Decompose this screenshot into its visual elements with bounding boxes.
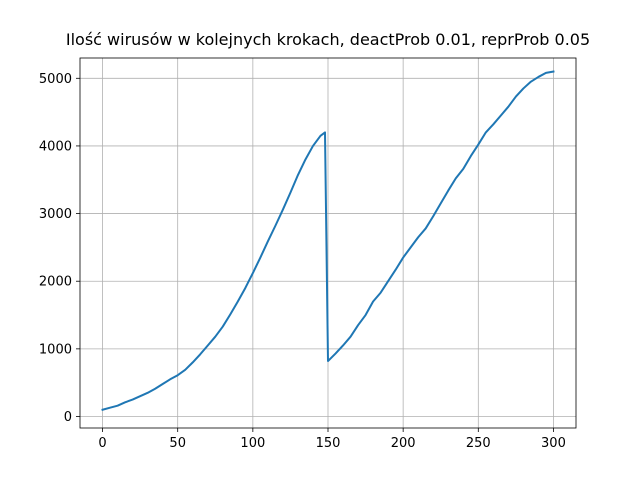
series-line: [101, 70, 555, 411]
y-tick-label: 0: [64, 410, 72, 425]
chart-title: Ilość wirusów w kolejnych krokach, deact…: [66, 30, 590, 49]
x-tick-label: 300: [541, 436, 566, 451]
y-tick-label: 2000: [39, 275, 72, 290]
x-tick-label: 0: [98, 436, 106, 451]
x-tick-label: 250: [466, 436, 491, 451]
grid-lines: [80, 58, 576, 428]
x-axis: 0 50 100 150 200 250 300: [98, 428, 566, 451]
y-tick-label: 3000: [39, 207, 72, 222]
y-tick-label: 4000: [39, 139, 72, 154]
y-tick-label: 1000: [39, 342, 72, 357]
x-tick-label: 150: [316, 436, 341, 451]
x-tick-label: 50: [169, 436, 186, 451]
y-axis: 0 1000 2000 3000 4000 5000: [39, 72, 80, 425]
x-tick-label: 200: [391, 436, 416, 451]
series-layer: [101, 70, 555, 411]
x-tick-label: 100: [240, 436, 265, 451]
y-tick-label: 5000: [39, 72, 72, 87]
